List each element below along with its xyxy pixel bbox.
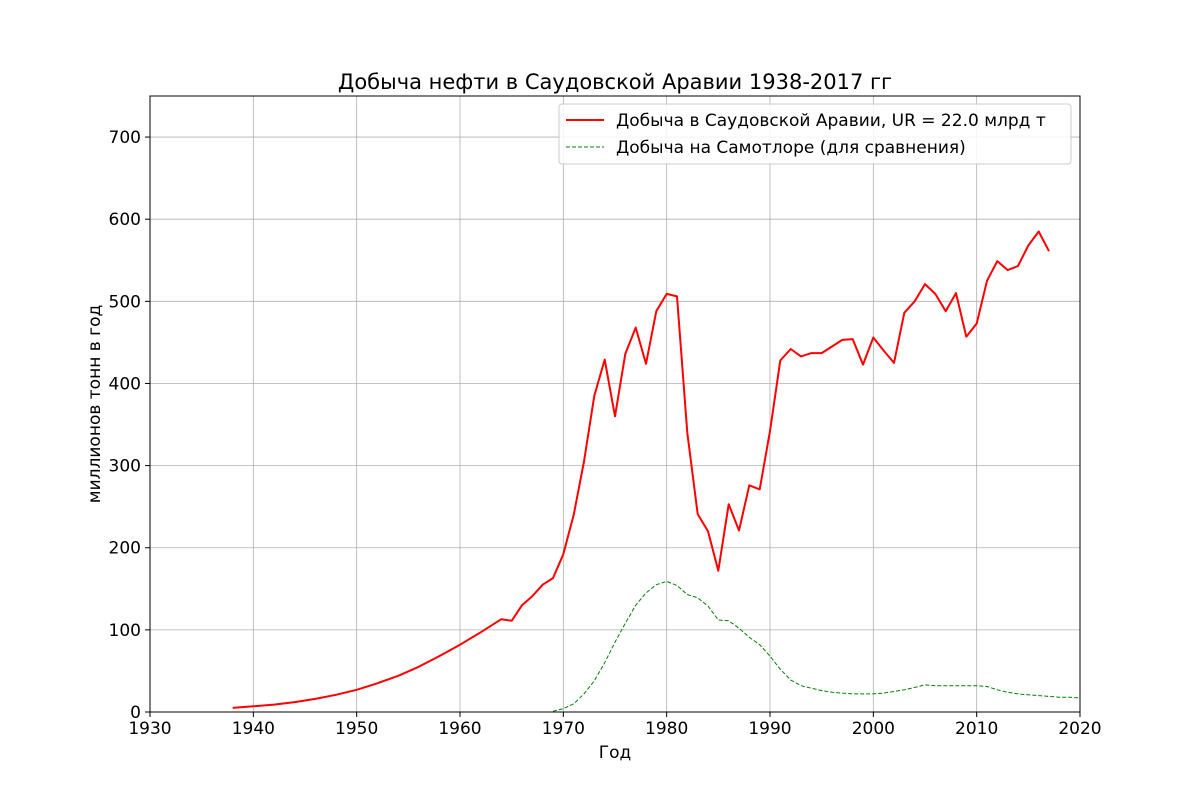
x-tick-label: 1950 bbox=[335, 719, 378, 739]
axis-ticks: 1930 1940 1950 1960 1970 1980 1990 2000 2010 2020… bbox=[109, 128, 1102, 739]
legend-label-saudi: Добыча в Саудовской Аравии, UR = 22.0 мл… bbox=[616, 111, 1046, 131]
x-tick-label: 2020 bbox=[1058, 719, 1101, 739]
chart-title: Добыча нефти в Саудовской Аравии 1938-20… bbox=[338, 70, 892, 94]
x-tick-label: 1940 bbox=[232, 719, 275, 739]
x-tick-label: 1930 bbox=[128, 719, 171, 739]
y-axis-label: миллионов тонн в год bbox=[85, 305, 105, 503]
y-tick-label: 700 bbox=[109, 128, 141, 148]
y-tick-label: 600 bbox=[109, 210, 141, 230]
y-tick-label: 200 bbox=[109, 539, 141, 559]
legend-label-samotlor: Добыча на Самотлоре (для сравнения) bbox=[616, 138, 966, 158]
x-tick-label: 1960 bbox=[438, 719, 481, 739]
x-tick-label: 1980 bbox=[645, 719, 688, 739]
grid bbox=[149, 96, 1081, 713]
y-tick-label: 400 bbox=[109, 374, 141, 394]
plot-area-frame bbox=[149, 95, 1081, 713]
x-tick-label: 1970 bbox=[542, 719, 585, 739]
series-layer bbox=[232, 230, 1081, 712]
y-tick-label: 500 bbox=[109, 292, 141, 312]
y-tick-label: 100 bbox=[109, 621, 141, 641]
x-tick-label: 2000 bbox=[852, 719, 895, 739]
series-line-saudi-arabia bbox=[232, 230, 1050, 709]
x-axis-label: Год bbox=[599, 743, 632, 763]
y-tick-label: 300 bbox=[109, 457, 141, 477]
legend-box bbox=[558, 103, 1072, 165]
x-tick-label: 2010 bbox=[955, 719, 998, 739]
y-tick-label: 0 bbox=[130, 703, 141, 723]
series-line-samotlor bbox=[552, 580, 1081, 712]
legend: Добыча в Саудовской Аравии, UR = 22.0 мл… bbox=[558, 103, 1072, 165]
x-tick-label: 1990 bbox=[748, 719, 791, 739]
